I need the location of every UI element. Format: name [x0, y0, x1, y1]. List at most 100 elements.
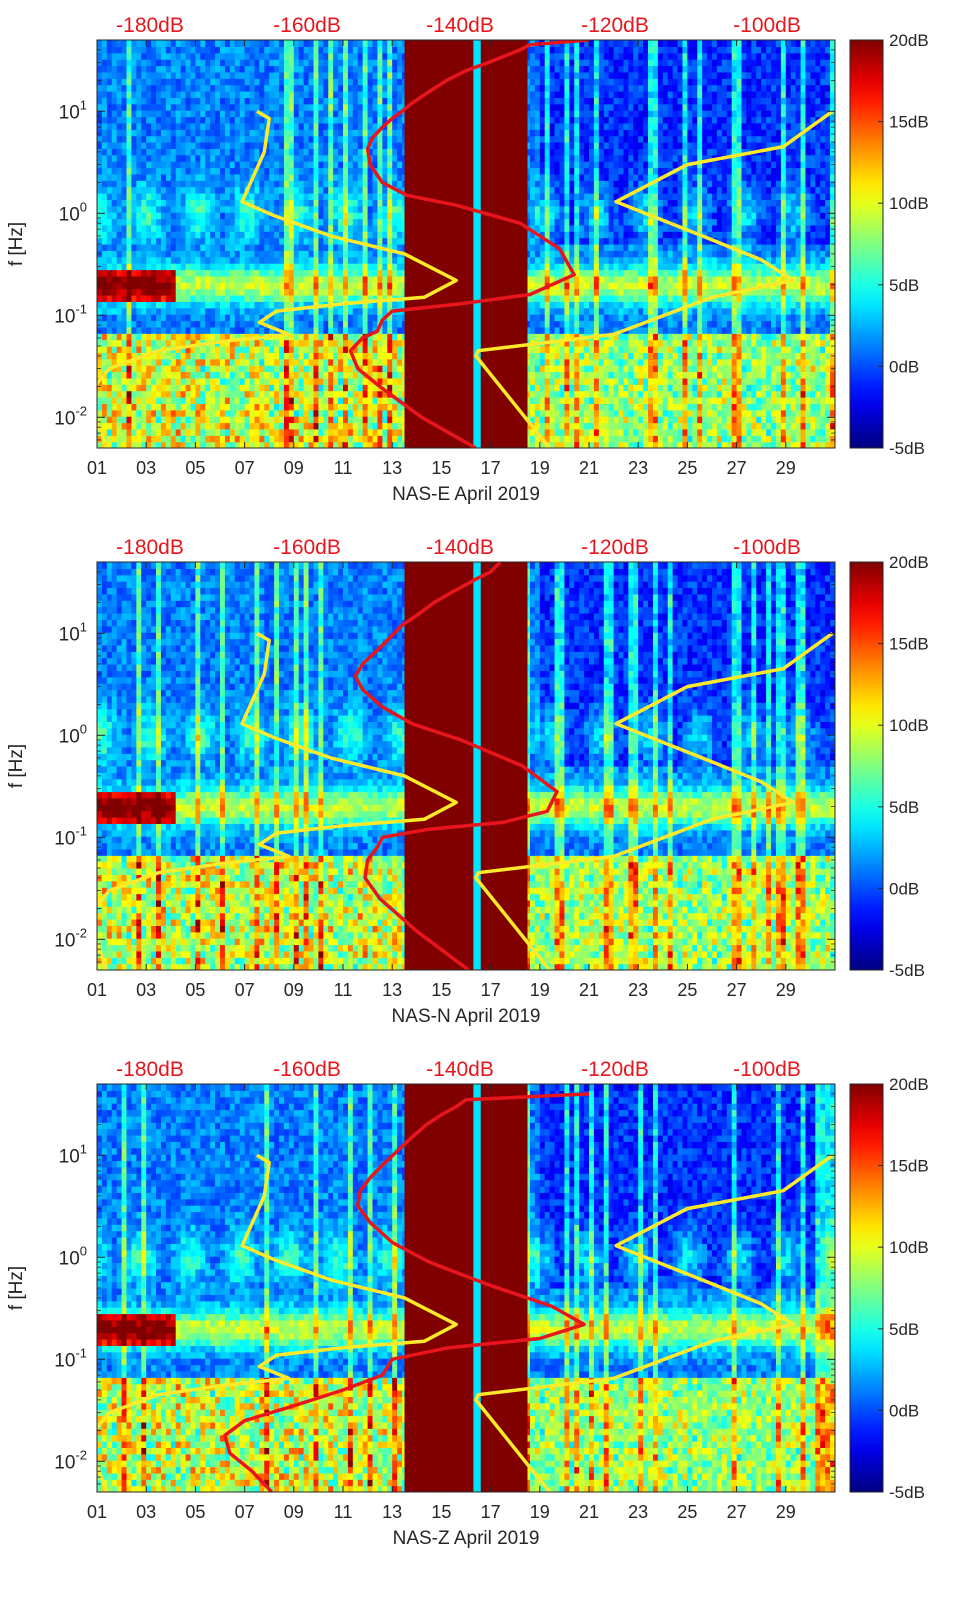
x-tick-label: 17 — [481, 458, 501, 478]
x-tick-label: 17 — [481, 1502, 501, 1522]
x-tick-label: 23 — [628, 980, 648, 1000]
top-axis-label: -120dB — [581, 14, 649, 37]
colorbar — [850, 1084, 883, 1492]
x-tick-label: 13 — [382, 1502, 402, 1522]
colorbar-tick-label: 15dB — [889, 113, 929, 132]
x-tick-label: 09 — [284, 980, 304, 1000]
top-axis-label: -140dB — [426, 1058, 494, 1081]
y-tick-label: 10-2 — [54, 1447, 87, 1473]
colorbar-tick-label: 0dB — [889, 357, 919, 376]
top-axis-label: -140dB — [426, 536, 494, 559]
x-tick-label: 27 — [727, 1502, 747, 1522]
x-tick-label: 19 — [530, 1502, 550, 1522]
x-tick-label: 27 — [727, 980, 747, 1000]
data-gap-block — [405, 562, 528, 970]
colorbar-tick-label: -5dB — [889, 1483, 925, 1502]
y-tick-label: 100 — [59, 1243, 87, 1269]
colorbar-tick-label: 20dB — [889, 1075, 929, 1094]
y-tick-label: 101 — [59, 1141, 87, 1167]
x-tick-label: 19 — [530, 458, 550, 478]
x-tick-label: 21 — [579, 458, 599, 478]
x-tick-label: 03 — [136, 1502, 156, 1522]
y-tick-label: 10-1 — [54, 1345, 87, 1371]
top-axis-label: -100dB — [733, 536, 801, 559]
x-tick-label: 07 — [235, 458, 255, 478]
y-tick-label: 10-2 — [54, 925, 87, 951]
colorbar-tick-label: 20dB — [889, 553, 929, 572]
colorbar-tick-label: 0dB — [889, 1401, 919, 1420]
data-strip — [473, 1084, 480, 1492]
x-tick-label: 05 — [185, 980, 205, 1000]
x-tick-label: 29 — [776, 1502, 796, 1522]
y-tick-label: 10-1 — [54, 301, 87, 327]
top-axis-label: -180dB — [116, 14, 184, 37]
colorbar-tick-label: 5dB — [889, 276, 919, 295]
x-tick-label: 29 — [776, 458, 796, 478]
x-tick-label: 07 — [235, 1502, 255, 1522]
x-tick-label: 17 — [481, 980, 501, 1000]
y-tick-label: 100 — [59, 721, 87, 747]
colorbar-tick-label: 10dB — [889, 1238, 929, 1257]
y-tick-label: 10-1 — [54, 823, 87, 849]
colorbar-tick-label: -5dB — [889, 961, 925, 980]
x-tick-label: 11 — [334, 980, 353, 1000]
colorbar-tick-label: -5dB — [889, 439, 925, 458]
x-tick-label: 01 — [87, 458, 107, 478]
colorbar-tick-label: 0dB — [889, 879, 919, 898]
x-tick-label: 03 — [136, 980, 156, 1000]
x-tick-label: 15 — [431, 1502, 451, 1522]
x-tick-label: 27 — [727, 458, 747, 478]
x-tick-label: 09 — [284, 1502, 304, 1522]
x-tick-label: 19 — [530, 980, 550, 1000]
y-tick-label: 100 — [59, 199, 87, 225]
colorbar-tick-label: 5dB — [889, 1320, 919, 1339]
x-tick-label: 23 — [628, 1502, 648, 1522]
x-tick-label: 07 — [235, 980, 255, 1000]
x-tick-label: 01 — [87, 1502, 107, 1522]
x-tick-label: 29 — [776, 980, 796, 1000]
top-axis-label: -160dB — [273, 1058, 341, 1081]
y-axis-label: f [Hz] — [6, 222, 27, 266]
top-axis-label: -100dB — [733, 14, 801, 37]
data-strip — [473, 40, 480, 448]
top-axis-label: -180dB — [116, 1058, 184, 1081]
colorbar-tick-label: 10dB — [889, 716, 929, 735]
y-tick-label: 101 — [59, 97, 87, 123]
x-tick-label: 25 — [677, 458, 697, 478]
top-axis-label: -120dB — [581, 1058, 649, 1081]
x-tick-label: 05 — [185, 1502, 205, 1522]
colorbar-tick-label: 15dB — [889, 1157, 929, 1176]
data-gap-block — [405, 40, 528, 448]
y-tick-label: 10-2 — [54, 403, 87, 429]
colorbar — [850, 40, 883, 448]
data-strip — [473, 562, 480, 970]
x-tick-label: 11 — [334, 1502, 353, 1522]
colorbar-tick-label: 15dB — [889, 635, 929, 654]
x-tick-label: 15 — [431, 458, 451, 478]
data-gap-block — [405, 1084, 528, 1492]
colorbar-tick-label: 10dB — [889, 194, 929, 213]
x-axis-label: NAS-Z April 2019 — [393, 1528, 540, 1549]
x-axis-label: NAS-N April 2019 — [392, 1006, 541, 1027]
x-tick-label: 11 — [334, 458, 353, 478]
y-axis-label: f [Hz] — [6, 1266, 27, 1310]
top-axis-label: -160dB — [273, 536, 341, 559]
x-tick-label: 09 — [284, 458, 304, 478]
top-axis-label: -100dB — [733, 1058, 801, 1081]
colorbar-tick-label: 20dB — [889, 31, 929, 50]
x-tick-label: 01 — [87, 980, 107, 1000]
x-axis-label: NAS-E April 2019 — [392, 484, 540, 505]
x-tick-label: 05 — [185, 458, 205, 478]
top-axis-label: -120dB — [581, 536, 649, 559]
y-axis-label: f [Hz] — [6, 744, 27, 788]
colorbar — [850, 562, 883, 970]
x-tick-label: 25 — [677, 1502, 697, 1522]
top-axis-label: -140dB — [426, 14, 494, 37]
y-tick-label: 101 — [59, 619, 87, 645]
x-tick-label: 03 — [136, 458, 156, 478]
top-axis-label: -180dB — [116, 536, 184, 559]
